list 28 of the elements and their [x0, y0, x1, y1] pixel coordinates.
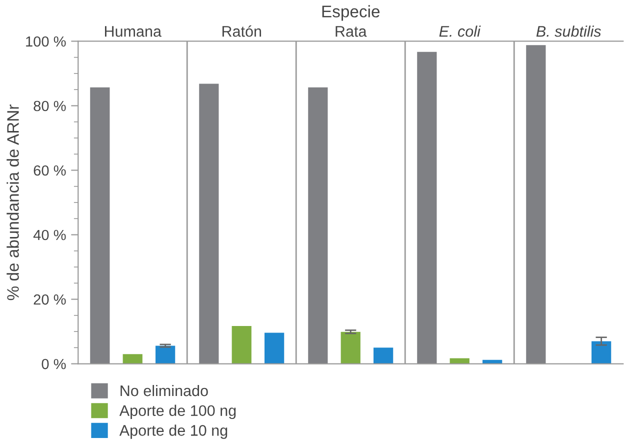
x-tick-label: Ratón	[222, 25, 262, 37]
bar	[340, 332, 360, 364]
y-tick-label: 20 %	[34, 294, 66, 305]
y-tick-label: 60 %	[34, 165, 66, 176]
bar	[232, 326, 252, 364]
bar	[526, 45, 546, 364]
bar	[308, 87, 328, 364]
y-tick-label: 80 %	[34, 100, 66, 112]
bar	[90, 87, 110, 364]
bar	[199, 84, 219, 364]
bar	[156, 346, 176, 364]
legend-label: No eliminado	[120, 384, 208, 396]
bar	[264, 332, 284, 364]
y-tick-label: 100 %	[26, 36, 66, 47]
x-axis-title: Especie	[322, 5, 380, 21]
bar	[374, 348, 394, 364]
y-axis-title: % de abundancia de ARNr	[6, 104, 19, 300]
y-tick-label: 0 %	[42, 358, 66, 370]
x-tick-label: Rata	[336, 26, 367, 37]
legend-label: Aporte de 10 ng	[119, 424, 228, 439]
x-tick-label: Humana	[105, 26, 162, 37]
bar	[592, 341, 612, 364]
x-tick-label: B. subtilis	[536, 26, 601, 37]
y-tick-label: 40 %	[33, 230, 66, 240]
bar	[417, 52, 437, 364]
legend-label: Aporte de 100 ng	[119, 404, 236, 420]
bar	[122, 354, 142, 364]
x-tick-label: E. coli	[439, 26, 481, 37]
